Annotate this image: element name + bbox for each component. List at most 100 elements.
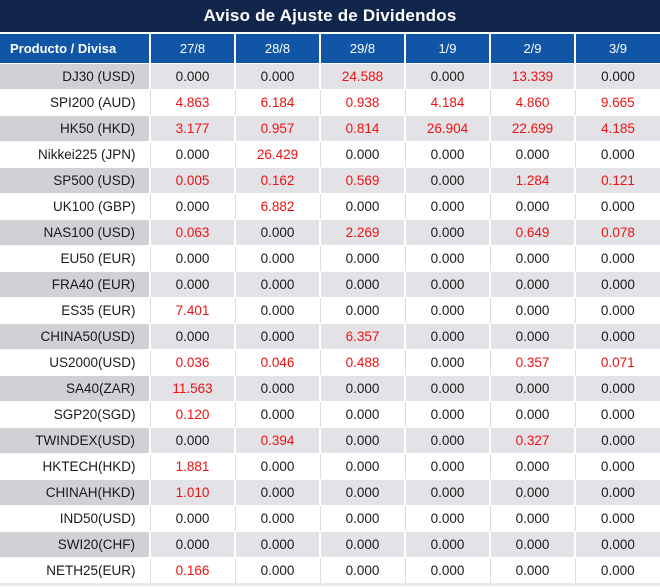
value-cell: 0.000 xyxy=(149,530,235,558)
value-cell: 0.000 xyxy=(574,270,660,298)
product-cell: DJ30 (USD) xyxy=(0,62,150,90)
value-cell: 0.000 xyxy=(234,297,320,323)
value-cell: 0.000 xyxy=(404,297,490,323)
value-cell: 0.071 xyxy=(574,349,660,375)
value-cell: 0.000 xyxy=(489,453,575,479)
value-cell: 0.000 xyxy=(404,453,490,479)
value-cell: 0.000 xyxy=(574,374,660,402)
table-row: NETH25(EUR) 0.166 0.000 0.000 0.000 0.000 0.00… xyxy=(0,557,660,583)
product-cell: NAS100 (USD) xyxy=(0,218,150,246)
value-cell: 3.177 xyxy=(149,114,235,142)
title-bar: Aviso de Ajuste de Dividendos xyxy=(0,0,660,34)
value-cell: 0.000 xyxy=(404,374,490,402)
column-header-date: 29/8 xyxy=(319,34,405,64)
value-cell: 0.488 xyxy=(319,349,405,375)
value-cell: 0.000 xyxy=(489,193,575,219)
value-cell: 0.000 xyxy=(489,557,575,583)
value-cell: 0.078 xyxy=(574,218,660,246)
product-cell: SA40(ZAR) xyxy=(0,374,150,402)
value-cell: 0.569 xyxy=(319,166,405,194)
table-row: HK50 (HKD) 3.177 0.957 0.814 26.904 22.699 4.1… xyxy=(0,114,660,142)
table-row: CHINAH(HKD) 1.010 0.000 0.000 0.000 0.000 0.00… xyxy=(0,478,660,506)
value-cell: 0.000 xyxy=(574,141,660,167)
value-cell: 6.882 xyxy=(234,193,320,219)
product-cell: SGP20(SGD) xyxy=(0,401,150,427)
value-cell: 0.000 xyxy=(319,557,405,583)
column-header-date: 2/9 xyxy=(489,34,575,64)
value-cell: 0.000 xyxy=(404,557,490,583)
value-cell: 11.563 xyxy=(149,374,235,402)
value-cell: 4.185 xyxy=(574,114,660,142)
value-cell: 0.000 xyxy=(574,245,660,271)
value-cell: 0.000 xyxy=(319,270,405,298)
product-cell: Nikkei225 (JPN) xyxy=(0,141,150,167)
value-cell: 0.000 xyxy=(319,401,405,427)
value-cell: 0.000 xyxy=(234,374,320,402)
value-cell: 0.000 xyxy=(489,505,575,531)
column-header-date: 27/8 xyxy=(149,34,235,64)
value-cell: 0.000 xyxy=(234,453,320,479)
value-cell: 0.000 xyxy=(574,530,660,558)
value-cell: 6.184 xyxy=(234,89,320,115)
value-cell: 0.063 xyxy=(149,218,235,246)
table-row: TWINDEX(USD) 0.000 0.394 0.000 0.000 0.327 0.0… xyxy=(0,426,660,454)
value-cell: 0.000 xyxy=(574,557,660,583)
table-row: UK100 (GBP) 0.000 6.882 0.000 0.000 0.000 0.00… xyxy=(0,193,660,219)
value-cell: 0.000 xyxy=(404,349,490,375)
value-cell: 1.010 xyxy=(149,478,235,506)
value-cell: 0.000 xyxy=(404,530,490,558)
value-cell: 0.000 xyxy=(404,270,490,298)
table-row: NAS100 (USD) 0.063 0.000 2.269 0.000 0.649 0.0… xyxy=(0,218,660,246)
table-row: DJ30 (USD) 0.000 0.000 24.588 0.000 13.339 0.0… xyxy=(0,62,660,90)
value-cell: 0.000 xyxy=(234,401,320,427)
value-cell: 0.000 xyxy=(489,141,575,167)
value-cell: 1.284 xyxy=(489,166,575,194)
value-cell: 0.814 xyxy=(319,114,405,142)
value-cell: 0.000 xyxy=(404,193,490,219)
product-cell: EU50 (EUR) xyxy=(0,245,150,271)
value-cell: 0.000 xyxy=(149,62,235,90)
value-cell: 1.881 xyxy=(149,453,235,479)
value-cell: 13.339 xyxy=(489,62,575,90)
value-cell: 26.904 xyxy=(404,114,490,142)
value-cell: 26.429 xyxy=(234,141,320,167)
value-cell: 0.000 xyxy=(404,218,490,246)
product-cell: TWINDEX(USD) xyxy=(0,426,150,454)
value-cell: 0.000 xyxy=(574,322,660,350)
value-cell: 0.000 xyxy=(404,166,490,194)
value-cell: 0.120 xyxy=(149,401,235,427)
value-cell: 0.000 xyxy=(404,322,490,350)
value-cell: 0.327 xyxy=(489,426,575,454)
table-row: US2000(USD) 0.036 0.046 0.488 0.000 0.357 0.07… xyxy=(0,349,660,375)
value-cell: 0.000 xyxy=(404,505,490,531)
value-cell: 0.000 xyxy=(319,530,405,558)
table-row: CHINA50(USD) 0.000 0.000 6.357 0.000 0.000 0.0… xyxy=(0,322,660,350)
table-row: EU50 (EUR) 0.000 0.000 0.000 0.000 0.000 0.000 xyxy=(0,245,660,271)
value-cell: 0.000 xyxy=(149,270,235,298)
value-cell: 0.000 xyxy=(149,505,235,531)
product-cell: NETH25(EUR) xyxy=(0,557,150,583)
value-cell: 0.000 xyxy=(234,505,320,531)
column-header-date: 3/9 xyxy=(574,34,660,64)
product-cell: UK100 (GBP) xyxy=(0,193,150,219)
value-cell: 0.000 xyxy=(489,478,575,506)
value-cell: 2.269 xyxy=(319,218,405,246)
value-cell: 4.184 xyxy=(404,89,490,115)
value-cell: 0.162 xyxy=(234,166,320,194)
table-row: ES35 (EUR) 7.401 0.000 0.000 0.000 0.000 0.000 xyxy=(0,297,660,323)
column-header-product: Producto / Divisa xyxy=(0,34,150,64)
value-cell: 9.665 xyxy=(574,89,660,115)
table-row: SGP20(SGD) 0.120 0.000 0.000 0.000 0.000 0.000 xyxy=(0,401,660,427)
table-row: SPI200 (AUD) 4.863 6.184 0.938 4.184 4.860 9.6… xyxy=(0,89,660,115)
value-cell: 0.000 xyxy=(319,505,405,531)
product-cell: HK50 (HKD) xyxy=(0,114,150,142)
value-cell: 0.000 xyxy=(234,270,320,298)
product-cell: CHINAH(HKD) xyxy=(0,478,150,506)
value-cell: 0.000 xyxy=(234,245,320,271)
value-cell: 0.000 xyxy=(574,478,660,506)
value-cell: 0.000 xyxy=(489,270,575,298)
value-cell: 0.036 xyxy=(149,349,235,375)
value-cell: 0.166 xyxy=(149,557,235,583)
value-cell: 0.000 xyxy=(574,401,660,427)
value-cell: 0.957 xyxy=(234,114,320,142)
